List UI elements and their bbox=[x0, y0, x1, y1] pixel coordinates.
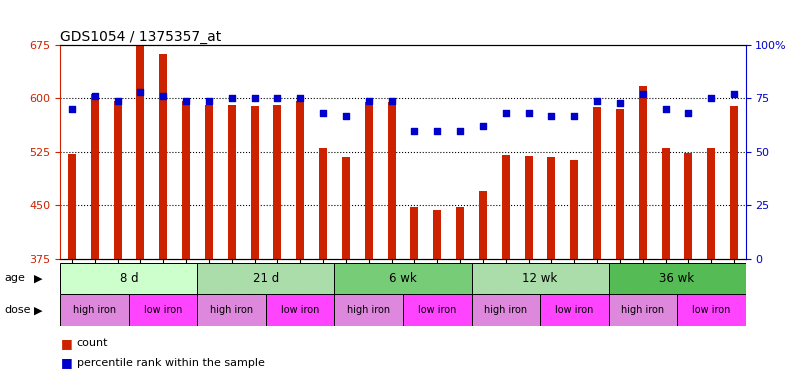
Text: high iron: high iron bbox=[347, 305, 390, 315]
Point bbox=[248, 96, 261, 102]
Bar bbox=[662, 148, 670, 259]
Point bbox=[225, 96, 239, 102]
Point bbox=[682, 110, 695, 116]
Text: low iron: low iron bbox=[144, 305, 182, 315]
Point bbox=[636, 91, 649, 97]
Text: low iron: low iron bbox=[555, 305, 593, 315]
Point bbox=[613, 100, 626, 106]
Bar bbox=[182, 100, 190, 259]
Text: high iron: high iron bbox=[73, 305, 116, 315]
Bar bbox=[114, 100, 122, 259]
Point bbox=[430, 128, 443, 134]
Text: 6 wk: 6 wk bbox=[389, 272, 417, 285]
Point bbox=[476, 123, 489, 129]
Point bbox=[202, 98, 215, 104]
Text: ■: ■ bbox=[60, 337, 73, 350]
Point bbox=[134, 89, 147, 95]
Bar bbox=[525, 156, 533, 259]
Bar bbox=[205, 105, 213, 259]
Bar bbox=[365, 102, 372, 259]
Text: low iron: low iron bbox=[692, 305, 730, 315]
Point bbox=[271, 96, 284, 102]
Bar bbox=[502, 155, 509, 259]
Bar bbox=[593, 107, 601, 259]
Point bbox=[567, 112, 580, 118]
Bar bbox=[540, 294, 609, 326]
Bar bbox=[639, 86, 646, 259]
Bar bbox=[136, 46, 144, 259]
Text: 12 wk: 12 wk bbox=[522, 272, 558, 285]
Text: ■: ■ bbox=[60, 356, 73, 369]
Text: high iron: high iron bbox=[621, 305, 664, 315]
Bar bbox=[616, 109, 624, 259]
Text: percentile rank within the sample: percentile rank within the sample bbox=[77, 358, 264, 368]
Text: low iron: low iron bbox=[281, 305, 319, 315]
Bar bbox=[266, 294, 334, 326]
Point bbox=[591, 98, 604, 104]
Bar bbox=[60, 262, 197, 294]
Point bbox=[65, 106, 78, 112]
Point bbox=[522, 110, 535, 116]
Point bbox=[88, 93, 101, 99]
Bar bbox=[129, 294, 197, 326]
Bar bbox=[388, 102, 396, 259]
Bar bbox=[609, 294, 677, 326]
Point bbox=[728, 91, 741, 97]
Bar bbox=[273, 105, 281, 259]
Bar bbox=[334, 294, 403, 326]
Bar bbox=[472, 294, 540, 326]
Text: dose: dose bbox=[4, 305, 31, 315]
Bar bbox=[251, 106, 259, 259]
Bar bbox=[319, 148, 327, 259]
Point bbox=[408, 128, 421, 134]
Point bbox=[454, 128, 467, 134]
Bar bbox=[60, 294, 129, 326]
Bar bbox=[197, 262, 334, 294]
Point bbox=[385, 98, 398, 104]
Text: low iron: low iron bbox=[418, 305, 456, 315]
Text: ▶: ▶ bbox=[34, 273, 43, 284]
Bar bbox=[91, 94, 98, 259]
Point bbox=[659, 106, 672, 112]
Bar bbox=[677, 294, 746, 326]
Bar bbox=[547, 157, 555, 259]
Bar bbox=[342, 157, 350, 259]
Bar bbox=[730, 106, 738, 259]
Text: high iron: high iron bbox=[484, 305, 527, 315]
Bar bbox=[68, 154, 76, 259]
Text: 36 wk: 36 wk bbox=[659, 272, 695, 285]
Point bbox=[545, 112, 558, 118]
Bar bbox=[297, 101, 304, 259]
Bar bbox=[684, 153, 692, 259]
Point bbox=[156, 93, 169, 99]
Text: 21 d: 21 d bbox=[253, 272, 279, 285]
Text: age: age bbox=[4, 273, 25, 284]
Bar bbox=[472, 262, 609, 294]
Bar bbox=[160, 54, 167, 259]
Bar bbox=[197, 294, 266, 326]
Bar bbox=[456, 207, 464, 259]
Bar bbox=[571, 160, 578, 259]
Bar bbox=[228, 105, 235, 259]
Text: ▶: ▶ bbox=[34, 305, 43, 315]
Point bbox=[293, 96, 306, 102]
Point bbox=[317, 110, 330, 116]
Text: GDS1054 / 1375357_at: GDS1054 / 1375357_at bbox=[60, 30, 222, 44]
Text: count: count bbox=[77, 338, 108, 348]
Bar bbox=[609, 262, 746, 294]
Bar bbox=[708, 148, 715, 259]
Bar bbox=[403, 294, 472, 326]
Bar bbox=[479, 191, 487, 259]
Bar bbox=[334, 262, 472, 294]
Point bbox=[362, 98, 375, 104]
Point bbox=[180, 98, 193, 104]
Point bbox=[111, 98, 124, 104]
Bar bbox=[410, 207, 418, 259]
Point bbox=[704, 96, 717, 102]
Point bbox=[339, 112, 352, 118]
Bar bbox=[434, 210, 441, 259]
Text: 8 d: 8 d bbox=[119, 272, 139, 285]
Point bbox=[499, 110, 513, 116]
Text: high iron: high iron bbox=[210, 305, 253, 315]
